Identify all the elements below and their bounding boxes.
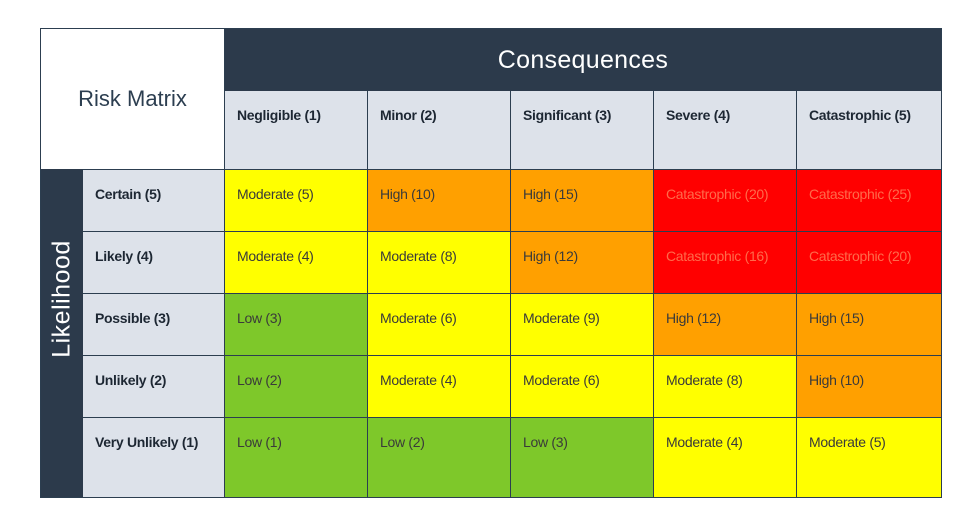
column-header: Minor (2) [368,91,511,169]
row-header: Certain (5) [83,169,225,231]
row-header: Possible (3) [83,293,225,355]
likelihood-label: Likelihood [47,240,76,358]
risk-cell-low: Low (3) [511,417,654,497]
likelihood-header: Likelihood [41,169,83,497]
risk-cell-high: High (12) [654,293,797,355]
risk-cell-moderate: Moderate (4) [225,231,368,293]
column-header: Severe (4) [654,91,797,169]
risk-cell-moderate: Moderate (6) [511,355,654,417]
risk-cell-moderate: Moderate (8) [368,231,511,293]
risk-cell-low: Low (1) [225,417,368,497]
row-header: Very Unlikely (1) [83,417,225,497]
risk-cell-moderate: Moderate (5) [797,417,941,497]
risk-cell-moderate: Moderate (5) [225,169,368,231]
risk-cell-moderate: Moderate (4) [368,355,511,417]
risk-cell-moderate: Moderate (6) [368,293,511,355]
risk-cell-low: Low (2) [225,355,368,417]
matrix-title: Risk Matrix [41,29,225,169]
column-header: Negligible (1) [225,91,368,169]
risk-cell-catastrophic: Catastrophic (20) [654,169,797,231]
risk-cell-low: Low (3) [225,293,368,355]
risk-cell-low: Low (2) [368,417,511,497]
risk-cell-moderate: Moderate (4) [654,417,797,497]
risk-cell-high: High (12) [511,231,654,293]
consequences-header: Consequences [225,29,941,91]
risk-cell-catastrophic: Catastrophic (16) [654,231,797,293]
risk-cell-high: High (15) [797,293,941,355]
risk-cell-high: High (15) [511,169,654,231]
row-header: Unlikely (2) [83,355,225,417]
risk-cell-high: High (10) [797,355,941,417]
risk-cell-moderate: Moderate (9) [511,293,654,355]
row-header: Likely (4) [83,231,225,293]
column-header: Catastrophic (5) [797,91,941,169]
risk-cell-catastrophic: Catastrophic (20) [797,231,941,293]
column-header: Significant (3) [511,91,654,169]
risk-cell-moderate: Moderate (8) [654,355,797,417]
risk-matrix: Risk Matrix Consequences Negligible (1) M… [40,28,942,498]
risk-cell-high: High (10) [368,169,511,231]
risk-cell-catastrophic: Catastrophic (25) [797,169,941,231]
